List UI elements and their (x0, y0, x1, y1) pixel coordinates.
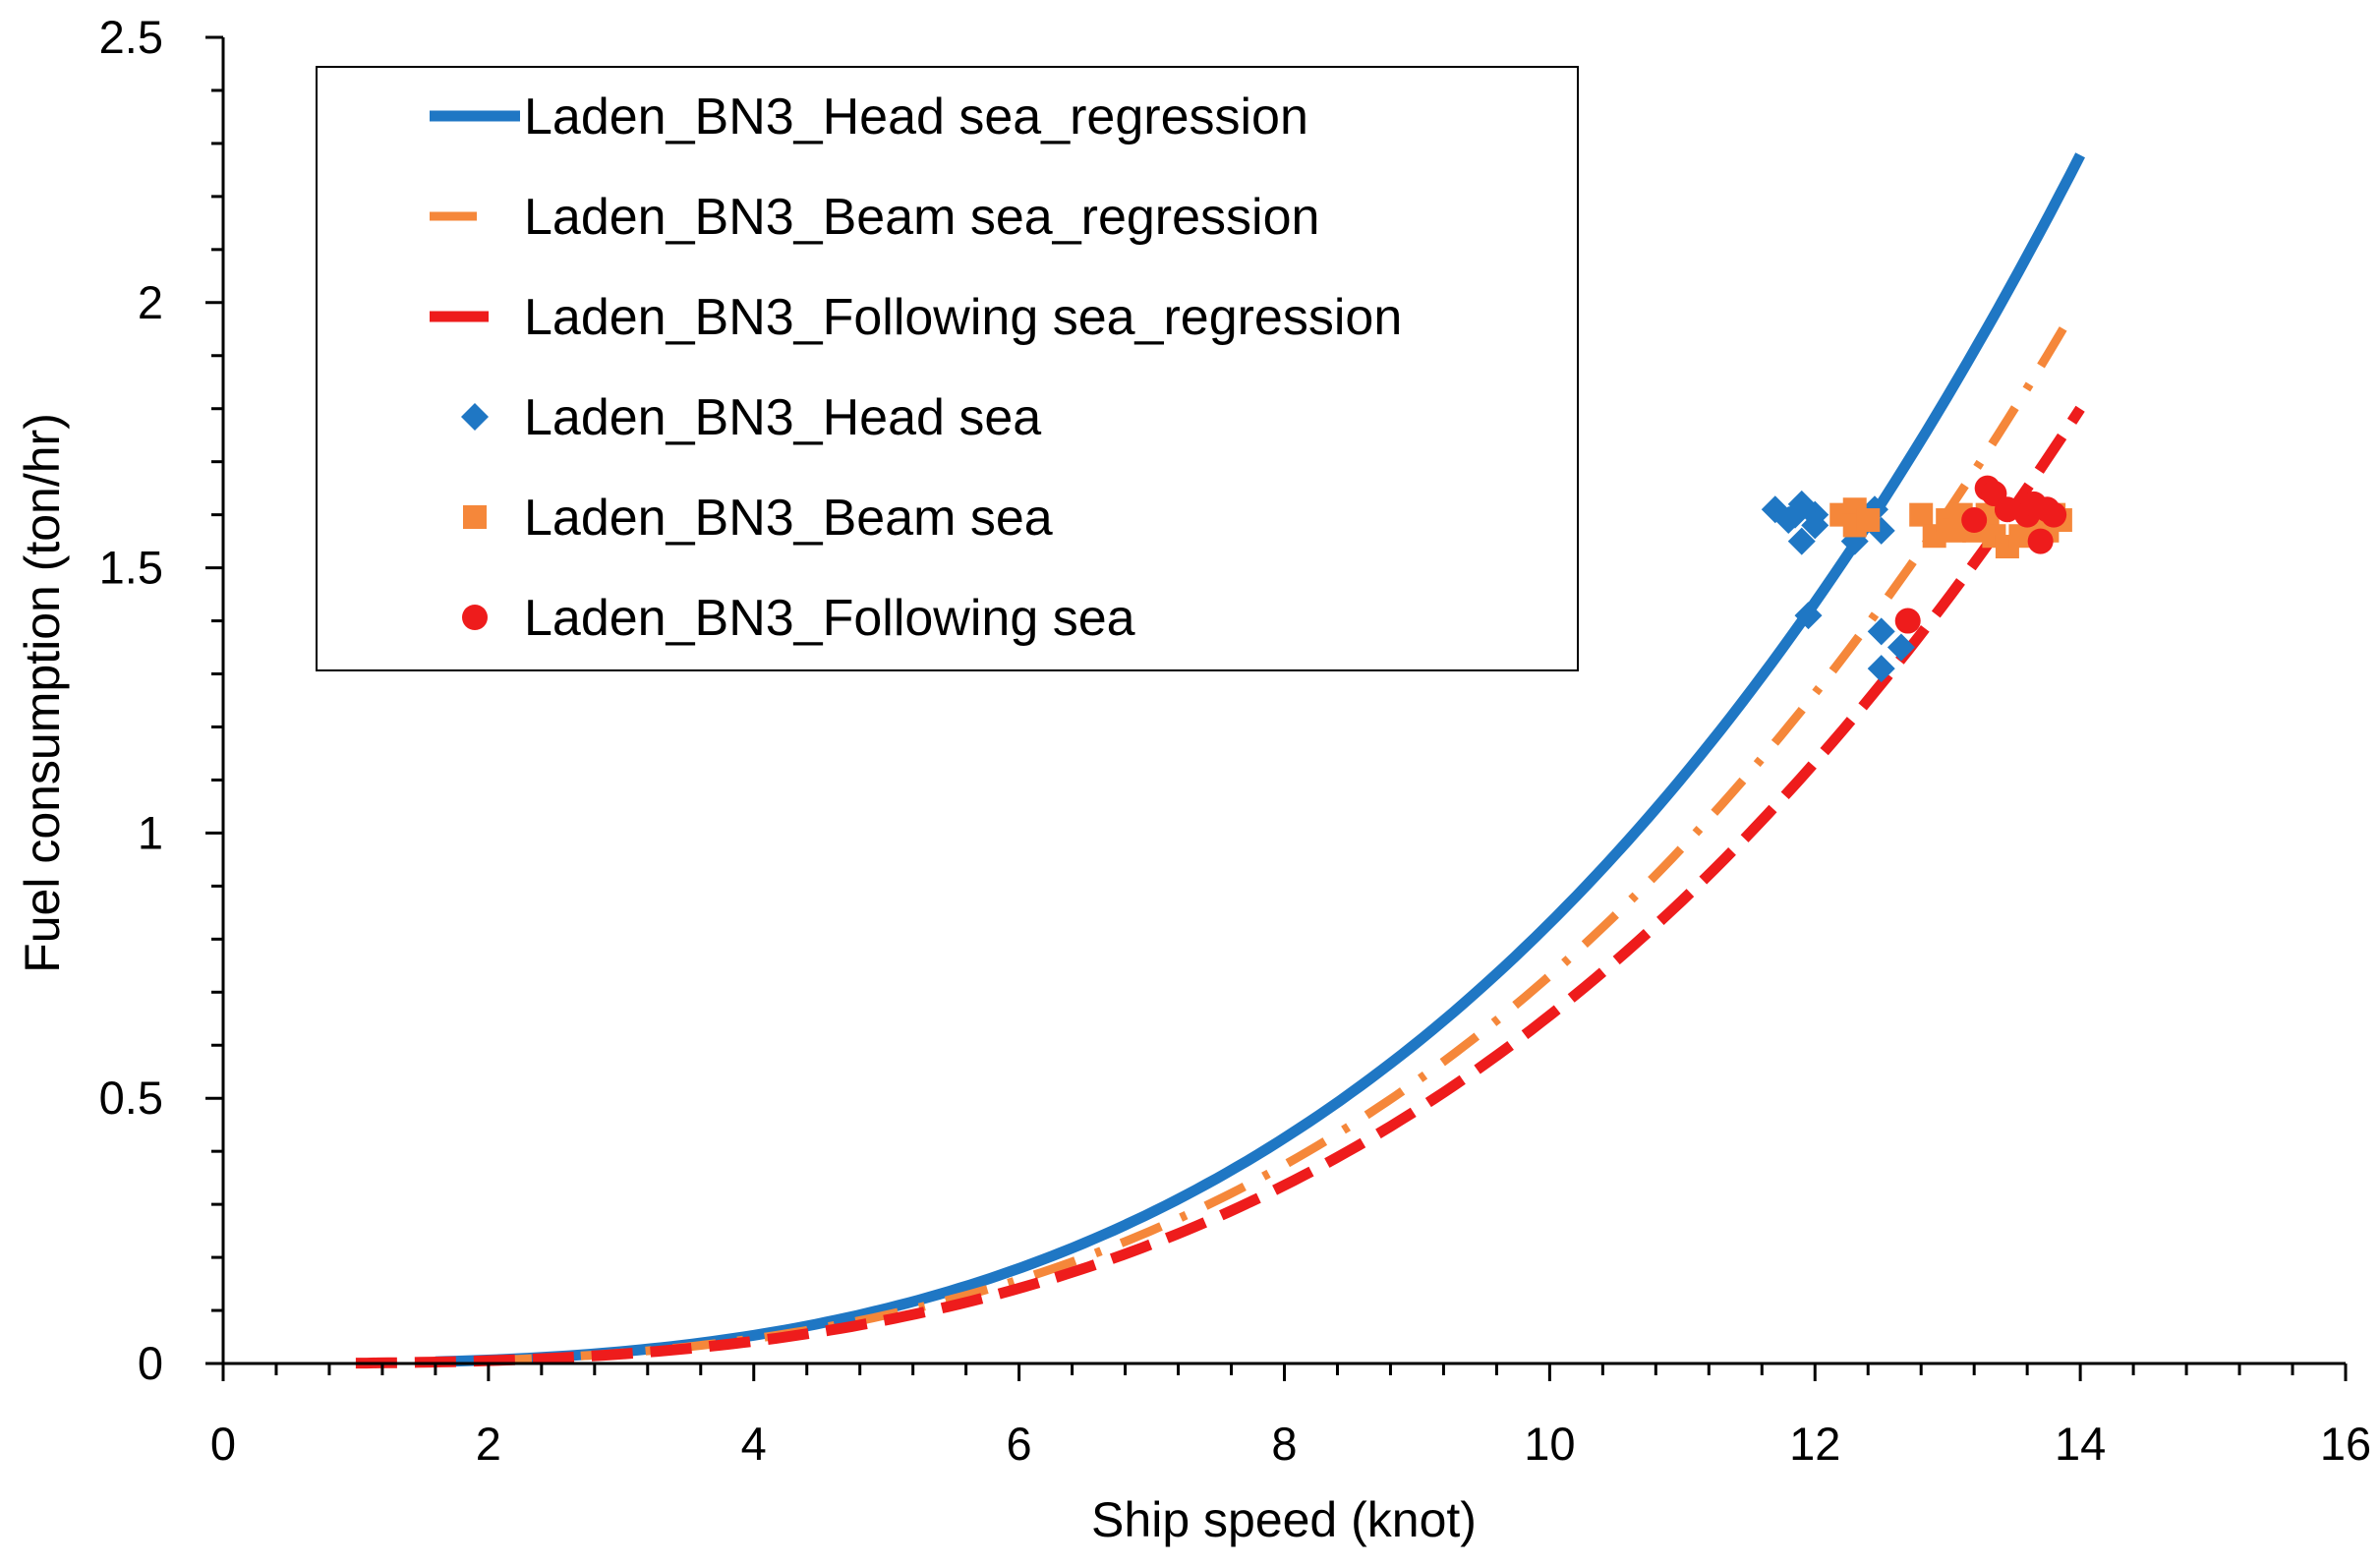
legend-label: Laden_BN3_Head sea (524, 389, 1041, 446)
x-tick-label: 6 (1007, 1418, 1032, 1470)
square-data-point (1856, 508, 1881, 533)
legend-label: Laden_BN3_Beam sea_regression (524, 189, 1319, 246)
legend-swatch-diamond (461, 403, 489, 431)
legend-label: Laden_BN3_Following sea (524, 590, 1135, 647)
circle-data-point (2041, 501, 2067, 528)
x-tick-label: 8 (1271, 1418, 1297, 1470)
y-tick-label: 1 (138, 806, 163, 858)
circle-data-point (1894, 608, 1921, 634)
x-tick-label: 16 (2320, 1418, 2371, 1470)
diamond-data-point (1787, 527, 1816, 555)
y-tick-label: 1.5 (99, 542, 163, 594)
legend-swatch-circle (462, 605, 488, 630)
x-tick-label: 2 (476, 1418, 501, 1470)
x-tick-label: 12 (1789, 1418, 1840, 1470)
diamond-data-point (1867, 617, 1895, 646)
y-tick-label: 0.5 (99, 1072, 163, 1124)
y-tick-label: 2.5 (99, 11, 163, 63)
legend-label: Laden_BN3_Beam sea (524, 490, 1053, 547)
diamond-data-point (1887, 633, 1915, 662)
diamond-data-point (1867, 655, 1895, 683)
circle-data-point (1961, 507, 1988, 534)
legend-swatch-square (463, 505, 487, 529)
diamond-data-point (1801, 511, 1829, 540)
x-tick-label: 4 (741, 1418, 767, 1470)
legend-label: Laden_BN3_Following sea_regression (524, 289, 1402, 346)
y-tick-label: 0 (138, 1337, 163, 1389)
circle-data-point (2027, 528, 2054, 554)
diamond-data-point (1781, 500, 1810, 529)
regression-line-dash (355, 405, 2085, 1369)
y-axis-title: Fuel consumption (ton/hr) (15, 413, 70, 973)
y-tick-label: 2 (138, 276, 163, 328)
square-data-point (1909, 502, 1934, 527)
diamond-data-point (1794, 602, 1823, 630)
circle-data-point (1994, 496, 2020, 523)
legend-box (316, 66, 1579, 671)
legend-label: Laden_BN3_Head sea_regression (524, 88, 1308, 145)
x-tick-label: 10 (1524, 1418, 1575, 1470)
x-axis-title: Ship speed (knot) (1091, 1492, 1477, 1547)
x-tick-label: 14 (2055, 1418, 2106, 1470)
x-tick-label: 0 (210, 1418, 236, 1470)
